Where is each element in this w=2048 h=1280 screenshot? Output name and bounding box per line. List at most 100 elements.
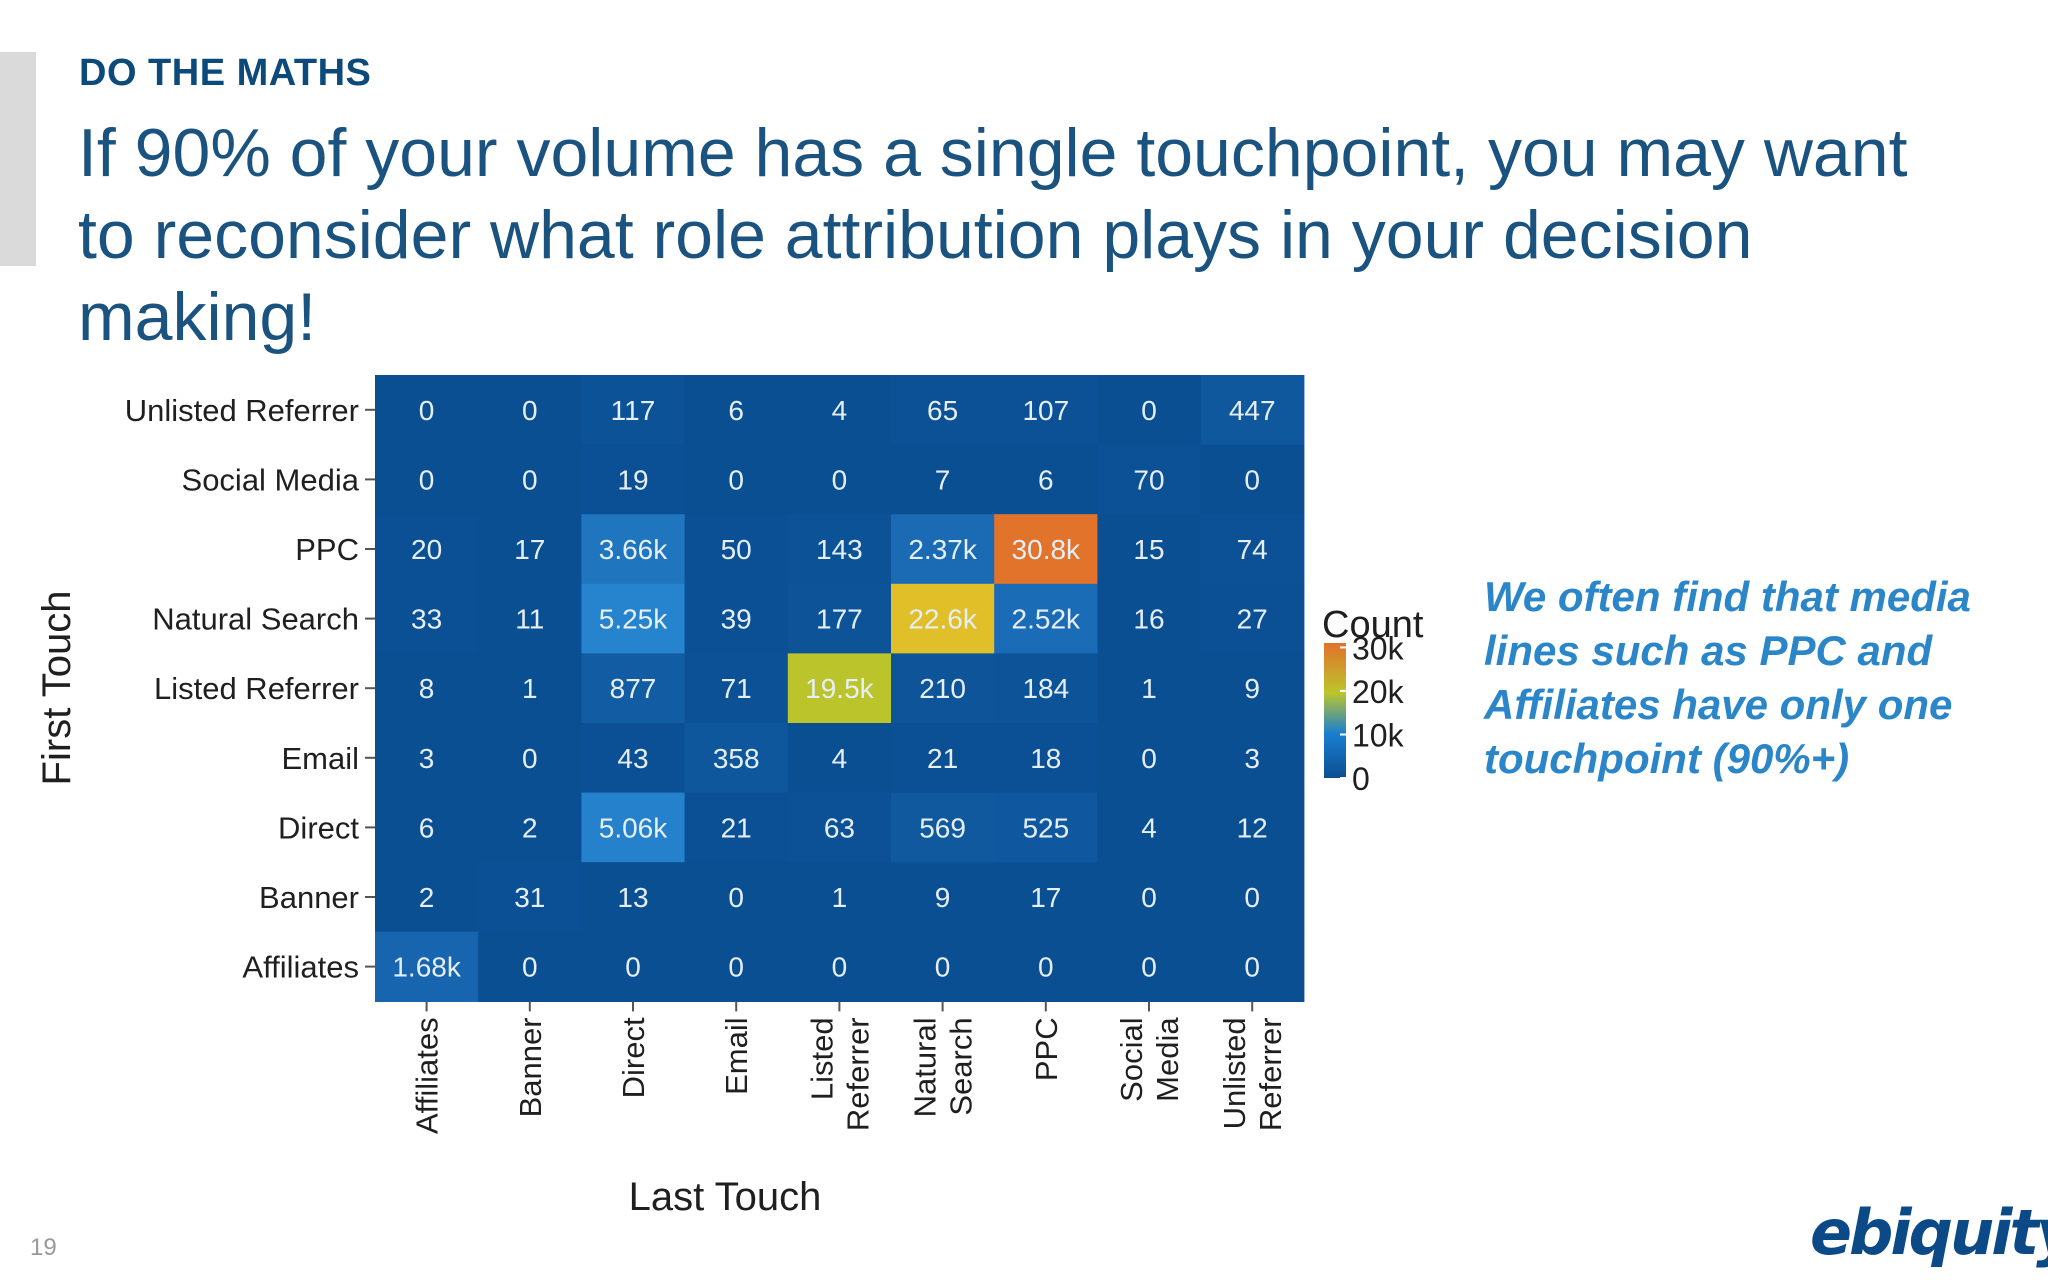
heatmap-cell bbox=[478, 653, 582, 724]
heatmap-cell bbox=[994, 723, 1098, 794]
heatmap-cell-label: 70 bbox=[1133, 464, 1164, 495]
heatmap-cell bbox=[581, 444, 686, 515]
heatmap-cell bbox=[1200, 375, 1305, 446]
heatmap-cell bbox=[994, 444, 1098, 515]
heatmap-cell bbox=[478, 444, 582, 515]
x-axis: Affiliates Banner Direct Email Listed Referre… bbox=[410, 1001, 1288, 1134]
heatmap-cell-label: 21 bbox=[927, 743, 958, 774]
heatmap-cell bbox=[787, 862, 892, 933]
y-tick-label: Affiliates bbox=[242, 950, 359, 985]
heatmap-cell-label: 0 bbox=[832, 464, 848, 495]
heatmap-cell-label: 17 bbox=[514, 534, 545, 565]
x-tick-label: Email bbox=[719, 1017, 754, 1095]
heatmap-cell bbox=[994, 514, 1098, 585]
heatmap-cell bbox=[1097, 444, 1202, 515]
heatmap-cell bbox=[684, 653, 789, 724]
legend-tick-label: 10k bbox=[1352, 718, 1405, 754]
heatmap-cell-label: 0 bbox=[1038, 952, 1054, 983]
heatmap-cell bbox=[581, 375, 686, 446]
heatmap-cell bbox=[891, 723, 995, 794]
heatmap-cell-label: 569 bbox=[919, 812, 966, 843]
heatmap-cell-label: 1 bbox=[1141, 673, 1157, 704]
heatmap-cell bbox=[787, 583, 892, 654]
heatmap-cell-label: 63 bbox=[824, 812, 855, 843]
heatmap-cell-label: 31 bbox=[514, 882, 545, 913]
heatmap-cell bbox=[1097, 792, 1202, 863]
heatmap-cell bbox=[478, 792, 582, 863]
heatmap-cell-label: 30.8k bbox=[1012, 534, 1081, 565]
legend-tick-label: 0 bbox=[1352, 761, 1370, 797]
heatmap-cell-label: 3 bbox=[419, 743, 435, 774]
heatmap-cell bbox=[1200, 931, 1305, 1002]
heatmap-cell-label: 18 bbox=[1030, 743, 1061, 774]
slide-headline: If 90% of your volume has a single touch… bbox=[78, 115, 1908, 355]
heatmap-cell-label: 447 bbox=[1229, 395, 1276, 426]
heatmap-cell bbox=[1097, 931, 1202, 1002]
heatmap-cell-label: 27 bbox=[1237, 604, 1268, 635]
slide-kicker: DO THE MATHS bbox=[79, 52, 372, 94]
page-number: 19 bbox=[30, 1234, 57, 1261]
x-tick-label: Banner bbox=[513, 1017, 548, 1117]
heatmap-cell-label: 210 bbox=[919, 673, 966, 704]
heatmap-cell-label: 17 bbox=[1030, 882, 1061, 913]
heatmap-cell-label: 5.25k bbox=[599, 604, 668, 635]
heatmap-cell bbox=[1097, 514, 1202, 585]
heatmap-cell bbox=[1097, 723, 1202, 794]
heatmap-cell bbox=[581, 862, 686, 933]
heatmap-cell bbox=[684, 792, 789, 863]
heatmap-cell-label: 4 bbox=[832, 743, 848, 774]
heatmap-cell bbox=[581, 653, 686, 724]
heatmap-cell-label: 0 bbox=[1141, 395, 1157, 426]
heatmap-cell-label: 525 bbox=[1022, 812, 1069, 843]
heatmap-cell bbox=[375, 931, 479, 1002]
heatmap-cell-label: 2.37k bbox=[908, 534, 977, 565]
heatmap-cell-label: 0 bbox=[728, 464, 744, 495]
heatmap-cell-label: 19 bbox=[617, 464, 648, 495]
heatmap-cell bbox=[891, 792, 995, 863]
heatmap-cell-label: 3 bbox=[1244, 743, 1260, 774]
x-tick-label: Media bbox=[1150, 1017, 1185, 1102]
heatmap-cell bbox=[994, 792, 1098, 863]
color-legend: Count 30k 20k 10k 0 bbox=[1322, 604, 1424, 797]
legend-title: Count bbox=[1322, 604, 1424, 646]
x-tick-label: Referrer bbox=[840, 1017, 875, 1131]
heatmap-cell-label: 0 bbox=[522, 952, 538, 983]
legend-tick-label: 30k bbox=[1352, 630, 1405, 666]
heatmap-cell bbox=[787, 931, 892, 1002]
heatmap-cell bbox=[891, 931, 995, 1002]
heatmap-cell bbox=[1200, 514, 1305, 585]
heatmap-cell-label: 117 bbox=[611, 395, 656, 426]
y-tick-label: PPC bbox=[295, 532, 359, 567]
heatmap-cell bbox=[684, 862, 789, 933]
heatmap-cell-label: 22.6k bbox=[908, 604, 977, 635]
heatmap-cell bbox=[787, 792, 892, 863]
heatmap-cell-label: 0 bbox=[522, 743, 538, 774]
legend-ticks: 30k 20k 10k 0 bbox=[1340, 630, 1405, 797]
heatmap-cell bbox=[375, 444, 479, 515]
heatmap-cell-label: 6 bbox=[728, 395, 744, 426]
heatmap-cell bbox=[581, 514, 686, 585]
heatmap-cell-label: 12 bbox=[1237, 812, 1268, 843]
heatmap-cell bbox=[787, 653, 892, 724]
y-tick-label: Banner bbox=[259, 880, 359, 915]
heatmap-cell-label: 20 bbox=[411, 534, 442, 565]
x-tick-label: Social bbox=[1114, 1017, 1149, 1101]
heatmap-cell-label: 0 bbox=[728, 952, 744, 983]
heatmap-cell-label: 877 bbox=[610, 673, 657, 704]
heatmap-cell-label: 0 bbox=[1244, 464, 1260, 495]
heatmap-cell bbox=[375, 723, 479, 794]
heatmap-cell-label: 9 bbox=[1244, 673, 1260, 704]
heatmap-cell-label: 13 bbox=[617, 882, 648, 913]
heatmap-cell bbox=[787, 514, 892, 585]
heatmap-cell bbox=[1097, 862, 1202, 933]
slide-accent-bar bbox=[0, 52, 36, 266]
y-axis: Unlisted Referrer Social Media PPC Natural … bbox=[125, 393, 375, 985]
heatmap-cells bbox=[375, 375, 1305, 1002]
heatmap-cell bbox=[581, 792, 686, 863]
x-tick-label: Affiliates bbox=[410, 1017, 445, 1134]
heatmap-cell bbox=[787, 723, 892, 794]
heatmap-cell bbox=[478, 931, 582, 1002]
legend-tick-label: 20k bbox=[1352, 674, 1405, 710]
heatmap-cell-label: 0 bbox=[1141, 952, 1157, 983]
